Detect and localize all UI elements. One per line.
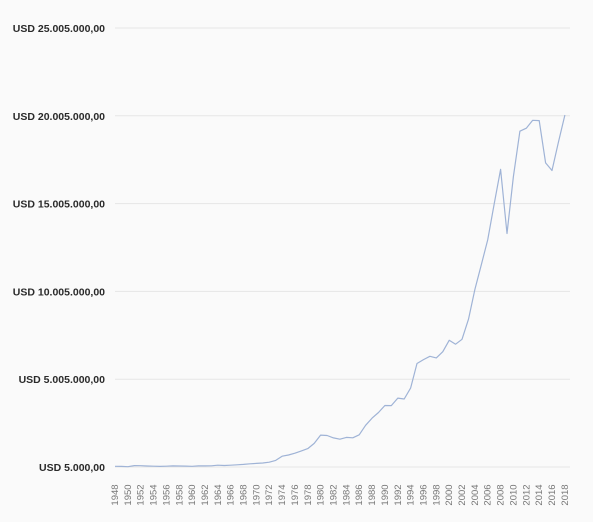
y-tick-label: USD 20.005.000,00 (13, 111, 105, 123)
y-tick-label: USD 5.005.000,00 (19, 374, 106, 386)
series-layer (114, 114, 566, 468)
y-tick-label: USD 5.000,00 (39, 462, 105, 474)
x-axis: 1948 1950 1952 1954 1956 1958 1960 1962 1964 1966… (110, 484, 571, 505)
x-tick-label: 2014 (534, 484, 545, 505)
gridlines (115, 27, 570, 468)
x-tick-label: 1996 (418, 484, 429, 505)
x-tick-label: 1978 (303, 484, 314, 505)
x-tick-label: 1974 (277, 484, 288, 505)
x-tick-label: 1970 (251, 484, 262, 505)
series-line-0 (114, 114, 566, 468)
x-tick-label: 1986 (354, 484, 365, 505)
x-tick-label: 1964 (213, 484, 224, 505)
x-tick-label: 2004 (470, 484, 481, 505)
x-tick-label: 1998 (431, 484, 442, 505)
x-tick-label: 1966 (226, 484, 237, 505)
x-tick-label: 1954 (149, 484, 160, 505)
x-tick-label: 1992 (393, 484, 404, 505)
x-tick-label: 1994 (406, 484, 417, 505)
y-tick-label: USD 10.005.000,00 (13, 286, 105, 298)
x-tick-label: 1968 (239, 484, 250, 505)
x-tick-label: 1958 (174, 484, 185, 505)
x-tick-label: 1960 (187, 484, 198, 505)
x-tick-label: 1948 (110, 484, 121, 505)
x-tick-label: 2016 (547, 484, 558, 505)
x-tick-label: 2018 (560, 484, 571, 505)
y-axis: USD 5.000,00 USD 5.005.000,00 USD 10.005.0… (13, 23, 105, 474)
x-tick-label: 1962 (200, 484, 211, 505)
x-tick-label: 1984 (341, 484, 352, 505)
x-tick-label: 2002 (457, 484, 468, 505)
x-tick-label: 1980 (316, 484, 327, 505)
x-tick-label: 1990 (380, 484, 391, 505)
x-tick-label: 1988 (367, 484, 378, 505)
x-tick-label: 2012 (521, 484, 532, 505)
x-tick-label: 1972 (264, 484, 275, 505)
x-tick-label: 1950 (123, 484, 134, 505)
x-tick-label: 1952 (136, 484, 147, 505)
x-tick-label: 2010 (508, 484, 519, 505)
x-tick-label: 2008 (496, 484, 507, 505)
x-tick-label: 1976 (290, 484, 301, 505)
y-tick-label: USD 15.005.000,00 (13, 199, 105, 211)
x-tick-label: 2000 (444, 484, 455, 505)
x-tick-label: 1956 (161, 484, 172, 505)
x-tick-label: 1982 (329, 484, 340, 505)
y-tick-label: USD 25.005.000,00 (13, 23, 105, 35)
x-tick-label: 2006 (483, 484, 494, 505)
